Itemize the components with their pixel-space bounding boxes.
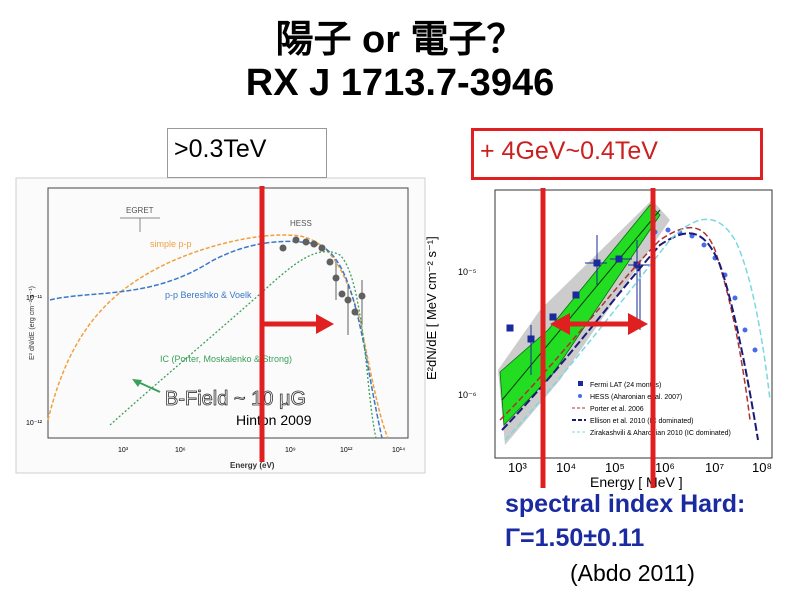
legend-marker-hess — [578, 394, 582, 398]
right-x-ticks: 10³ 10⁴ 10⁵ 10⁶ 10⁷ 10⁸ — [508, 460, 772, 475]
hess-data-points — [279, 236, 366, 335]
slide-title-line2: RX J 1713.7-3946 — [245, 62, 555, 104]
egret-bracket — [120, 217, 160, 232]
left-plot-frame — [15, 177, 426, 474]
hess-label: HESS — [290, 219, 312, 228]
bfield-label: B-Field ~ 10 μG — [165, 388, 306, 410]
slide-title-line1: 陽子 or 電子？ — [275, 19, 525, 61]
right-range-arrowhead-left — [550, 313, 570, 335]
left-energy-label: >0.3TeV — [167, 128, 327, 178]
left-plot-axes — [47, 187, 409, 439]
legend-marker-fermi — [578, 381, 583, 386]
spectral-index-value: Γ=1.50±0.11 — [505, 524, 645, 552]
hess-point — [310, 240, 318, 248]
fermi-fit-line — [501, 209, 661, 401]
right-plot-ylabel: E²dN/dE [ MeV cm⁻² s⁻¹] — [424, 236, 439, 380]
hess-right-point — [752, 347, 758, 353]
left-xtick-4: 10¹² — [340, 447, 353, 454]
spectral-index-label: spectral index Hard: — [505, 490, 746, 518]
right-xtick-4: 10⁶ — [655, 460, 675, 475]
right-ytick-2: 10⁻⁶ — [458, 390, 477, 400]
author-label: Hinton 2009 — [236, 412, 312, 428]
legend-zirakashvili: Zirakashvili & Aharonian 2010 (IC domina… — [590, 430, 731, 437]
left-xtick-2: 10⁶ — [175, 447, 186, 454]
ellison-curve — [501, 232, 759, 441]
hess-right-point — [742, 327, 748, 333]
left-x-ticks: 10³ 10⁶ 10⁹ 10¹² 10¹⁴ — [118, 447, 405, 454]
bereshko-label: p-p Bereshko & Voelk — [165, 290, 252, 300]
ic-curve — [109, 251, 377, 439]
hess-point — [326, 258, 334, 266]
citation: (Abdo 2011) — [570, 560, 695, 586]
left-xtick-1: 10³ — [118, 447, 129, 454]
right-xtick-2: 10⁴ — [556, 460, 576, 475]
left-xtick-5: 10¹⁴ — [392, 447, 405, 454]
legend-ellison: Ellison et al. 2010 (IC dominated) — [590, 418, 694, 425]
right-xtick-5: 10⁷ — [705, 460, 724, 475]
right-energy-label: + 4GeV~0.4TeV — [471, 128, 763, 180]
fermi-point — [549, 313, 557, 321]
right-xtick-6: 10⁸ — [752, 460, 772, 475]
hess-point — [292, 236, 300, 244]
hess-right-point — [701, 242, 707, 248]
right-plot-xlabel: Energy [ MeV ] — [590, 474, 683, 490]
left-ytick-1: 10⁻¹¹ — [26, 295, 43, 302]
bfield-arrowhead — [132, 379, 142, 387]
hess-point — [302, 238, 310, 246]
hess-point — [318, 244, 326, 252]
hess-right-point — [732, 295, 738, 301]
left-xtick-3: 10⁹ — [285, 447, 296, 454]
fermi-point — [506, 324, 514, 332]
right-range-arrowhead-right — [628, 313, 648, 335]
fermi-point — [572, 291, 580, 299]
simple-pp-curve — [47, 234, 389, 439]
porter-curve — [499, 226, 751, 421]
left-plot: E² dN/dE (erg cm⁻² s⁻¹) Energy (eV) 10³ … — [15, 177, 426, 474]
right-ytick-1: 10⁻⁵ — [458, 267, 477, 277]
fermi-data-points — [506, 235, 650, 375]
ic-label: IC (Porter, Moskalenko & Strong) — [160, 354, 292, 364]
legend-fermi: Fermi LAT (24 months) — [590, 382, 661, 389]
egret-label: EGRET — [126, 206, 154, 215]
zirakashvili-curve — [504, 218, 771, 441]
left-range-arrowhead — [316, 314, 334, 334]
legend-hess: HESS (Aharonian et al. 2007) — [590, 394, 682, 401]
left-plot-ylabel: E² dN/dE (erg cm⁻² s⁻¹) — [29, 286, 36, 360]
left-plot-xlabel: Energy (eV) — [230, 461, 275, 470]
right-plot: E²dN/dE [ MeV cm⁻² s⁻¹] Energy [ MeV ] 1… — [424, 188, 773, 490]
hess-point — [351, 308, 359, 316]
legend-porter: Porter et al. 2006 — [590, 406, 644, 413]
bfield-arrow — [137, 381, 161, 393]
simple-pp-label: simple p-p — [150, 239, 192, 249]
right-legend: Fermi LAT (24 months) HESS (Aharonian et… — [572, 381, 731, 437]
left-ytick-2: 10⁻¹² — [26, 420, 43, 427]
hess-point — [279, 244, 287, 252]
right-xtick-1: 10³ — [508, 460, 527, 475]
hess-point — [338, 290, 346, 298]
hess-right-point — [665, 227, 671, 233]
right-xtick-3: 10⁵ — [605, 460, 625, 475]
